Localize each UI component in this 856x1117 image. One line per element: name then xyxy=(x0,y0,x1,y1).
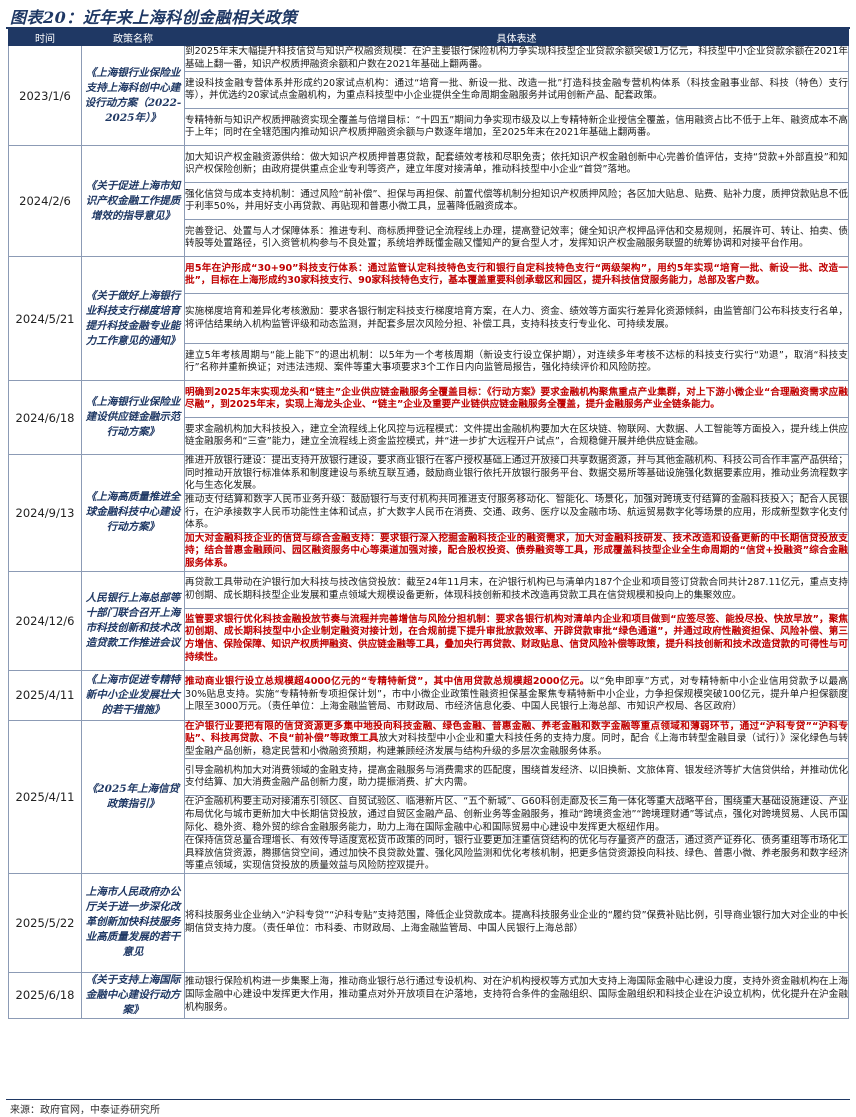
policy-date: 2025/6/18 xyxy=(8,971,82,1019)
policy-detail: 建立5年考核周期与“能上能下”的退出机制：以5年为一个考核周期（新设支行设立保护… xyxy=(184,343,849,382)
table-row: 2023/1/6 《上海银行业保险业支持上海科创中心建设行动方案（2022-202… xyxy=(8,44,849,147)
policy-detail: 到2025年末大幅提升科技信贷与知识产权融资规模：在沪主要银行保险机构力争实现科… xyxy=(184,44,849,73)
table-row: 推动支付结算和数字人民币业务升级：鼓励银行与支付机构共同推进支付服务移动化、智能… xyxy=(9,492,849,533)
table-row: 2024/5/21 《关于做好上海银行业科技支行梯度培育提升科技金融专业能力工作意… xyxy=(8,256,849,382)
policy-detail: 推动银行保险机构进一步集聚上海，推动商业银行总行通过专设机构、对在沪机构授权等方… xyxy=(184,971,849,1019)
detail-highlight: 推动商业银行设立总规模超4000亿元的“专精特新贷”，其中信用贷款总规模超200… xyxy=(185,676,590,688)
header-policy-name: 政策名称 xyxy=(81,29,185,46)
policy-detail: 完善登记、处置与人才保障体系：推进专利、商标质押登记全流程线上办理，提高登记效率… xyxy=(184,219,849,258)
table-row: 要求金融机构加大科技投入，建立全流程线上化风控与远程模式：文件提出金融机构要加大… xyxy=(9,417,849,456)
policy-name: 《上海高质量推进全球金融科技中心建设行动方案》 xyxy=(81,454,185,572)
policy-detail: 在沪银行业要把有限的信贷资源更多集中地投向科技金融、绿色金融、普惠金融、养老金融… xyxy=(184,719,849,760)
policy-name: 《关于做好上海银行业科技支行梯度培育提升科技金融专业能力工作意见的通知》 xyxy=(81,256,185,382)
table-row: 在保持信贷总量合理增长、有效传导适度宽松货币政策的同时，银行业要更加注重信贷结构… xyxy=(9,834,849,874)
policy-detail: 加大对金融科技企业的信贷与综合金融支持：要求银行深入挖掘金融科技企业的融资需求，… xyxy=(184,531,849,572)
policy-name: 《关于促进上海市知识产权金融工作提质增效的指导意见》 xyxy=(81,145,185,258)
policy-detail: 将科技服务业企业纳入“沪科专贷”“沪科专贴”支持范围，降低企业贷款成本。提高科技… xyxy=(184,872,849,973)
policy-detail: 监管要求银行优化科技金融投放节奏与流程并完善增信与风险分担机制：要求各银行机构对… xyxy=(184,607,849,671)
table-row: 引导金融机构加大对消费领域的金融支持，提高金融服务与消费需求的匹配度，围绕首发经… xyxy=(9,758,849,797)
table-row: 2024/12/6 人民银行上海总部等十部门联合召开上海市科技创新和技术改造贷款工… xyxy=(8,570,849,671)
policy-detail: 强化信贷与成本支持机制：通过风险“前补偿”、担保与再担保、前置代偿等机制分担知识… xyxy=(184,182,849,221)
policy-name: 《上海银行业保险业支持上海科创中心建设行动方案（2022-2025年）》 xyxy=(81,44,185,147)
table-row: 专精特新与知识产权质押融资实现全覆盖与倍增目标：“十四五”期间力争实现市级及以上… xyxy=(9,108,849,147)
table-row: 2025/6/18 《关于支持上海国际金融中心建设行动方案》 推动银行保险机构进一步… xyxy=(8,971,849,1019)
policy-name: 《2025年上海信贷政策指引》 xyxy=(81,719,185,874)
policy-table: 时间 政策名称 具体表述 2023/1/6 《上海银行业保险业支持上海科创中心建设… xyxy=(8,29,849,1019)
table-body: 2023/1/6 《上海银行业保险业支持上海科创中心建设行动方案（2022-202… xyxy=(8,44,849,1019)
policy-detail: 实施梯度培育和差异化考核激励：要求各银行制定科技支行梯度培育方案，在人力、资金、… xyxy=(184,293,849,345)
table-row: 2025/5/22 上海市人民政府办公厅关于进一步深化改革创新加快科技服务业高质量… xyxy=(8,872,849,973)
detail-text: 以“免申即享”方式，对专精特新中小企业信用贷款予以最高30%贴息支持。实施“专精… xyxy=(185,676,848,713)
policy-detail: 在保持信贷总量合理增长、有效传导适度宽松货币政策的同时，银行业要更加注重信贷结构… xyxy=(184,834,849,874)
table-row: 建设科技金融专营体系并形成约20家试点机构：通过“培育一批、新设一批、改造一批”… xyxy=(9,71,849,110)
policy-date: 2024/2/6 xyxy=(8,145,82,258)
policy-date: 2024/9/13 xyxy=(8,454,82,572)
policy-detail: 用5年在沪形成“30+90”科技支行体系：通过监管认定科技特色支行和银行自定科技… xyxy=(184,256,849,295)
table-row: 2024/9/13 《上海高质量推进全球金融科技中心建设行动方案》 推进开放银行建设… xyxy=(8,454,849,572)
header-time: 时间 xyxy=(8,29,82,46)
policy-detail: 引导金融机构加大对消费领域的金融支持，提高金融服务与消费需求的匹配度，围绕首发经… xyxy=(184,758,849,797)
detail-text: 放大对科技型中小企业和重大科技任务的支持力度。同时，配合《上海市转型金融目录（试… xyxy=(185,733,849,757)
table-row: 加大对金融科技企业的信贷与综合金融支持：要求银行深入挖掘金融科技企业的融资需求，… xyxy=(9,531,849,572)
policy-date: 2025/4/11 xyxy=(8,719,82,874)
policy-detail: 要求金融机构加大科技投入，建立全流程线上化风控与远程模式：文件提出金融机构要加大… xyxy=(184,417,849,456)
policy-detail: 明确到2025年末实现龙头和“链主”企业供应链金融服务全覆盖目标：《行动方案》要… xyxy=(184,380,849,419)
table-row: 2024/2/6 《关于促进上海市知识产权金融工作提质增效的指导意见》 加大知识产权… xyxy=(8,145,849,258)
policy-detail: 推动支付结算和数字人民币业务升级：鼓励银行与支付机构共同推进支付服务移动化、智能… xyxy=(184,492,849,533)
policy-name: 上海市人民政府办公厅关于进一步深化改革创新加快科技服务业高质量发展的若干意见 xyxy=(81,872,185,973)
policy-detail: 再贷款工具带动在沪银行加大科技与技改信贷投放：截至24年11月末，在沪银行机构已… xyxy=(184,570,849,609)
policy-date: 2025/5/22 xyxy=(8,872,82,973)
policy-name: 《上海市促进专精特新中小企业发展壮大的若干措施》 xyxy=(81,669,185,721)
policy-name: 《关于支持上海国际金融中心建设行动方案》 xyxy=(81,971,185,1019)
header-detail: 具体表述 xyxy=(184,29,849,46)
detail-highlight: 在沪银行业要把有限的信贷资源更多集中地投向科技金融、绿色金融、普惠金融、养老金融… xyxy=(185,720,848,745)
policy-date: 2024/6/18 xyxy=(8,380,82,456)
policy-name: 《上海银行业保险业建设供应链金融示范行动方案》 xyxy=(81,380,185,456)
figure-title: 图表20：近年来上海科创金融相关政策 xyxy=(10,8,298,27)
table-row: 2025/4/11 《2025年上海信贷政策指引》 在沪银行业要把有限的信贷资源更多… xyxy=(8,719,849,874)
policy-detail: 建设科技金融专营体系并形成约20家试点机构：通过“培育一批、新设一批、改造一批”… xyxy=(184,71,849,110)
policy-detail: 在沪金融机构要主动对接浦东引领区、自贸试验区、临港新片区、“五个新城”、G60科… xyxy=(184,795,849,836)
policy-detail: 专精特新与知识产权质押融资实现全覆盖与倍增目标：“十四五”期间力争实现市级及以上… xyxy=(184,108,849,147)
policy-detail: 推动商业银行设立总规模超4000亿元的“专精特新贷”，其中信用贷款总规模超200… xyxy=(184,669,849,721)
policy-date: 2023/1/6 xyxy=(8,44,82,147)
policy-date: 2025/4/11 xyxy=(8,669,82,721)
table-header-row: 时间 政策名称 具体表述 xyxy=(8,29,849,46)
policy-detail: 推进开放银行建设：提出支持开放银行建设，要求商业银行在客户授权基础上通过开放接口… xyxy=(184,454,849,494)
table-row: 2025/4/11 《上海市促进专精特新中小企业发展壮大的若干措施》 推动商业银行设… xyxy=(8,669,849,721)
bottom-rule xyxy=(6,1099,850,1100)
policy-date: 2024/12/6 xyxy=(8,570,82,671)
policy-name: 人民银行上海总部等十部门联合召开上海市科技创新和技术改造贷款工作推进会议 xyxy=(81,570,185,671)
title-rule xyxy=(6,27,850,29)
table-row: 2024/6/18 《上海银行业保险业建设供应链金融示范行动方案》 明确到2025年… xyxy=(8,380,849,456)
policy-detail: 加大知识产权金融资源供给：做大知识产权质押普惠贷款，配套绩效考核和尽职免责；依托… xyxy=(184,145,849,184)
policy-date: 2024/5/21 xyxy=(8,256,82,382)
table-row: 实施梯度培育和差异化考核激励：要求各银行制定科技支行梯度培育方案，在人力、资金、… xyxy=(9,293,849,345)
source-note: 来源：政府官网，中泰证券研究所 xyxy=(10,1105,160,1116)
